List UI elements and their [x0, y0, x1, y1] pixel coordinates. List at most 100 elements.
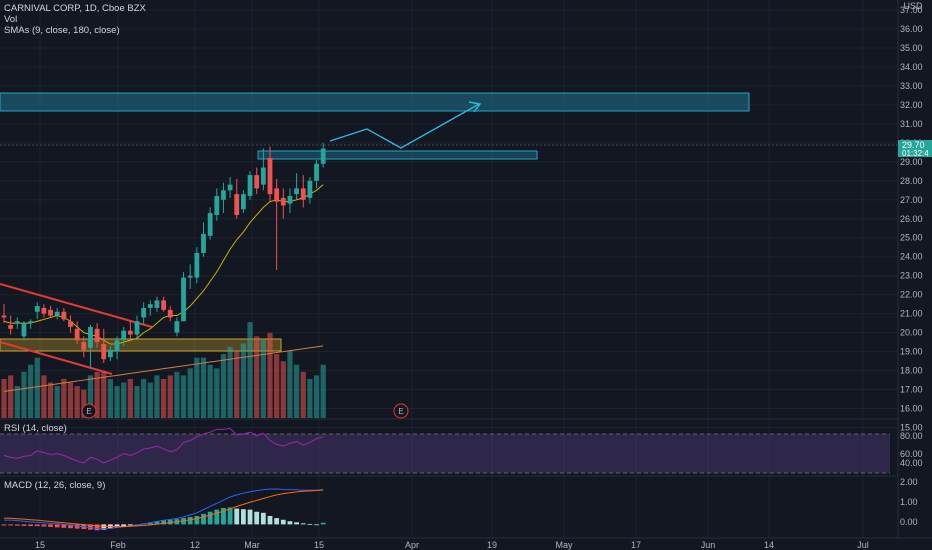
downtrend-line-lower[interactable]: [0, 341, 113, 375]
macd-histogram-bar: [127, 524, 133, 526]
breakout-zone[interactable]: [257, 150, 538, 160]
price-tick-label: 34.00: [900, 62, 923, 72]
volume-bar: [101, 371, 107, 418]
price-tick-label: 21.00: [900, 309, 923, 319]
macd-histogram-bar: [154, 521, 160, 525]
earnings-marker-1[interactable]: E: [81, 403, 97, 419]
volume-bar: [294, 364, 300, 418]
macd-histogram-bar: [234, 508, 240, 525]
macd-histogram-bar: [294, 522, 299, 525]
macd-legend[interactable]: MACD (12, 26, close, 9): [4, 480, 105, 491]
projection-arrow-path[interactable]: [329, 103, 480, 149]
candle-body: [294, 188, 299, 195]
candle-body: [141, 307, 147, 318]
macd-histogram-bar: [201, 513, 206, 525]
downtrend-line-upper[interactable]: [0, 283, 153, 328]
macd-histogram-bar: [280, 519, 286, 525]
macd-histogram-bar: [221, 507, 226, 525]
candle-body: [247, 175, 253, 196]
earnings-marker-2[interactable]: E: [393, 403, 409, 419]
time-axis[interactable]: [0, 538, 932, 550]
candle-body: [167, 309, 173, 318]
volume-bar: [227, 347, 233, 418]
volume-bar: [267, 332, 273, 418]
macd-histogram-bar: [254, 511, 260, 525]
macd-histogram-bar: [287, 521, 293, 525]
volume-bar: [254, 336, 260, 418]
volume-bar: [320, 364, 326, 418]
macd-histogram-bar: [241, 509, 246, 525]
price-tick-label: 17.00: [900, 385, 923, 395]
price-axis[interactable]: [898, 0, 932, 538]
volume-bars: [1, 322, 326, 418]
candle-body: [154, 300, 160, 308]
volume-bar: [34, 357, 40, 418]
macd-histogram-bar: [34, 524, 40, 527]
candle-body: [201, 233, 206, 253]
time-tick-label: 15: [35, 540, 45, 550]
macd-histogram-bar: [260, 512, 266, 525]
time-tick-label: Mar: [244, 540, 260, 550]
price-tick-label: 24.00: [900, 252, 923, 262]
rsi-legend[interactable]: RSI (14, close): [4, 423, 67, 434]
candle-body: [207, 213, 213, 236]
price-tick-label: 15.00: [900, 423, 923, 433]
price-tick-label: 18.00: [900, 366, 923, 376]
time-tick-label: Jul: [857, 540, 869, 550]
candle-body: [214, 195, 220, 215]
rsi-tick-60: 60.00: [900, 449, 923, 459]
volume-bar: [134, 386, 140, 418]
time-tick-label: 15: [314, 540, 324, 550]
time-tick-label: 12: [190, 540, 200, 550]
last-price-badge: 29.70 01:32:4: [898, 140, 932, 158]
price-tick-label: 35.00: [900, 43, 923, 53]
price-tick-label: 28.00: [900, 176, 923, 186]
candle-body: [94, 328, 100, 343]
time-axis-ticks: 15 Feb 12 Mar 15 Apr 19 May 17 Jun 14 Jul: [35, 540, 869, 550]
macd-line: [4, 488, 324, 530]
candle-body: [41, 307, 47, 314]
volume-bar: [94, 371, 100, 418]
candle-body: [320, 148, 326, 164]
volume-bar: [274, 354, 280, 418]
candle-body: [287, 195, 293, 204]
time-tick-label: 14: [764, 540, 774, 550]
volume-bar: [313, 375, 320, 418]
currency-label: USD: [903, 1, 923, 11]
macd-histogram-bar: [14, 524, 20, 526]
sma-180-line: [3, 345, 324, 392]
rsi-tick-80: 80.00: [900, 431, 923, 441]
volume-bar: [61, 378, 67, 418]
price-tick-label: 32.00: [900, 100, 923, 110]
support-zone[interactable]: [0, 338, 282, 352]
candle-body: [21, 323, 27, 337]
macd-histogram-bar: [247, 509, 253, 525]
volume-bar: [81, 389, 87, 418]
candle-body: [314, 163, 319, 181]
time-tick-label: 17: [631, 540, 641, 550]
macd-histogram-bar: [307, 523, 313, 525]
macd-histogram-bar: [54, 524, 60, 528]
time-tick-label: May: [555, 540, 573, 550]
volume-bar: [287, 350, 293, 418]
candle-body: [8, 325, 14, 329]
macd-histogram-bar: [61, 524, 67, 528]
sma-legend[interactable]: SMAs (9, close, 180, close): [4, 25, 120, 36]
volume-bar: [28, 364, 34, 418]
price-tick-label: 36.00: [900, 24, 923, 34]
candle-body: [134, 321, 140, 335]
volume-bar: [121, 382, 127, 418]
drawing-layer[interactable]: [0, 92, 900, 375]
price-tick-label: 33.00: [900, 81, 923, 91]
symbol-legend[interactable]: CARNIVAL CORP, 1D, Cboe BZX: [4, 3, 147, 14]
macd-histogram-bar: [8, 524, 14, 526]
resistance-zone-upper[interactable]: [0, 92, 750, 112]
candle-body: [54, 311, 60, 316]
macd-histogram-bar: [161, 520, 166, 525]
volume-legend[interactable]: Vol: [4, 14, 17, 25]
candlesticks[interactable]: [1, 142, 326, 369]
price-tick-label: 19.00: [900, 347, 923, 357]
candle-body: [260, 167, 266, 185]
candle-body: [114, 340, 120, 352]
